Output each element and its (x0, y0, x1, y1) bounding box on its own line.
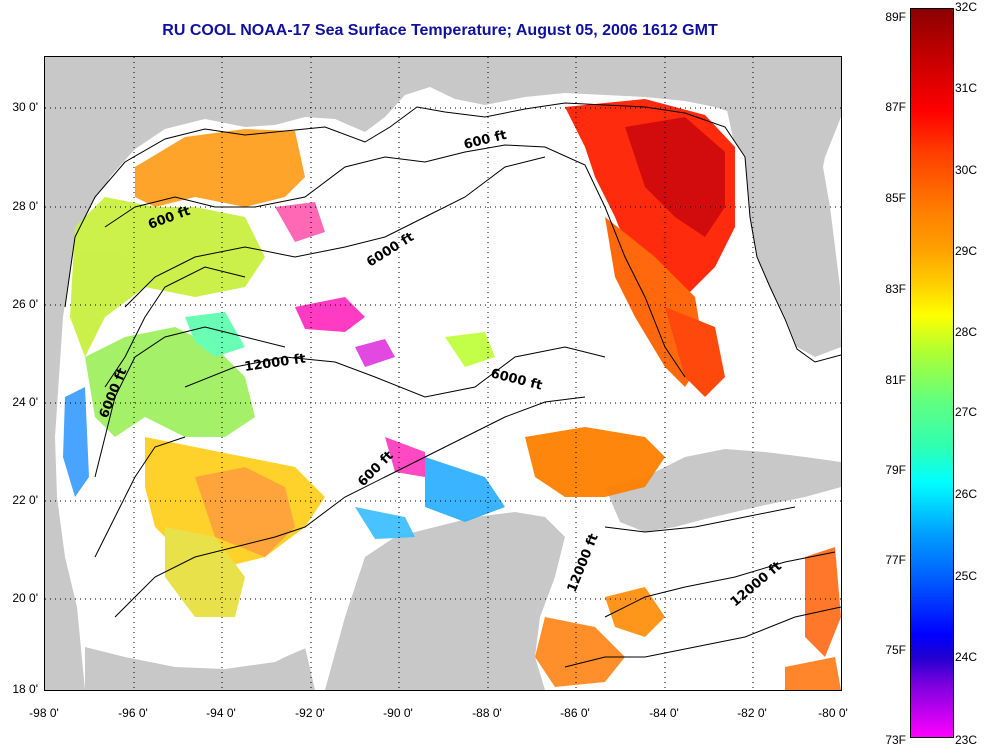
land (45, 57, 841, 690)
colorbar-celsius-label: 30C (955, 163, 978, 177)
contours (94, 144, 841, 668)
y-tick-label: 22 0' (12, 493, 38, 507)
colorbar-fahrenheit-label: 81F (885, 373, 906, 387)
colorbar-celsius-label: 26C (955, 487, 978, 501)
colorbar-celsius-label: 24C (955, 650, 978, 664)
temperature-colorbar (910, 8, 954, 738)
map-title: RU COOL NOAA-17 Sea Surface Temperature;… (162, 22, 718, 39)
colorbar-celsius-label: 32C (955, 0, 978, 14)
grid (45, 57, 841, 690)
x-tick-label: -90 0' (383, 706, 413, 720)
y-tick-label: 26 0' (12, 297, 38, 311)
y-tick-label: 24 0' (12, 395, 38, 409)
x-tick-label: -80 0' (818, 706, 848, 720)
colorbar-celsius-label: 23C (955, 733, 978, 747)
colorbar-fahrenheit-label: 73F (885, 733, 906, 747)
colorbar-fahrenheit-label: 89F (885, 10, 906, 24)
x-tick-label: -88 0' (472, 706, 502, 720)
x-tick-label: -84 0' (649, 706, 679, 720)
sst-patches (63, 99, 841, 690)
colorbar-fahrenheit-label: 77F (885, 553, 906, 567)
x-tick-label: -82 0' (737, 706, 767, 720)
x-tick-label: -96 0' (118, 706, 148, 720)
x-tick-label: -86 0' (560, 706, 590, 720)
colorbar-fahrenheit-label: 75F (885, 643, 906, 657)
y-tick-label: 30 0' (12, 100, 38, 114)
colorbar-fahrenheit-label: 79F (885, 463, 906, 477)
colorbar-fahrenheit-label: 85F (885, 191, 906, 205)
colorbar-celsius-label: 28C (955, 325, 978, 339)
colorbar-celsius-label: 31C (955, 81, 978, 95)
colorbar-celsius-label: 27C (955, 405, 978, 419)
x-tick-label: -92 0' (295, 706, 325, 720)
colorbar-fahrenheit-label: 87F (885, 100, 906, 114)
sst-map: 600 ft 600 ft 6000 ft 12000 ft 6000 ft 6… (44, 56, 842, 691)
y-tick-label: 28 0' (12, 199, 38, 213)
colorbar-celsius-label: 29C (955, 244, 978, 258)
map-canvas: 600 ft 600 ft 6000 ft 12000 ft 6000 ft 6… (45, 57, 841, 690)
y-tick-label: 20 0' (12, 591, 38, 605)
colorbar-celsius-label: 25C (955, 569, 978, 583)
x-tick-label: -94 0' (206, 706, 236, 720)
colorbar-fahrenheit-label: 83F (885, 282, 906, 296)
x-tick-label: -98 0' (29, 706, 59, 720)
y-tick-label: 18 0' (12, 682, 38, 696)
